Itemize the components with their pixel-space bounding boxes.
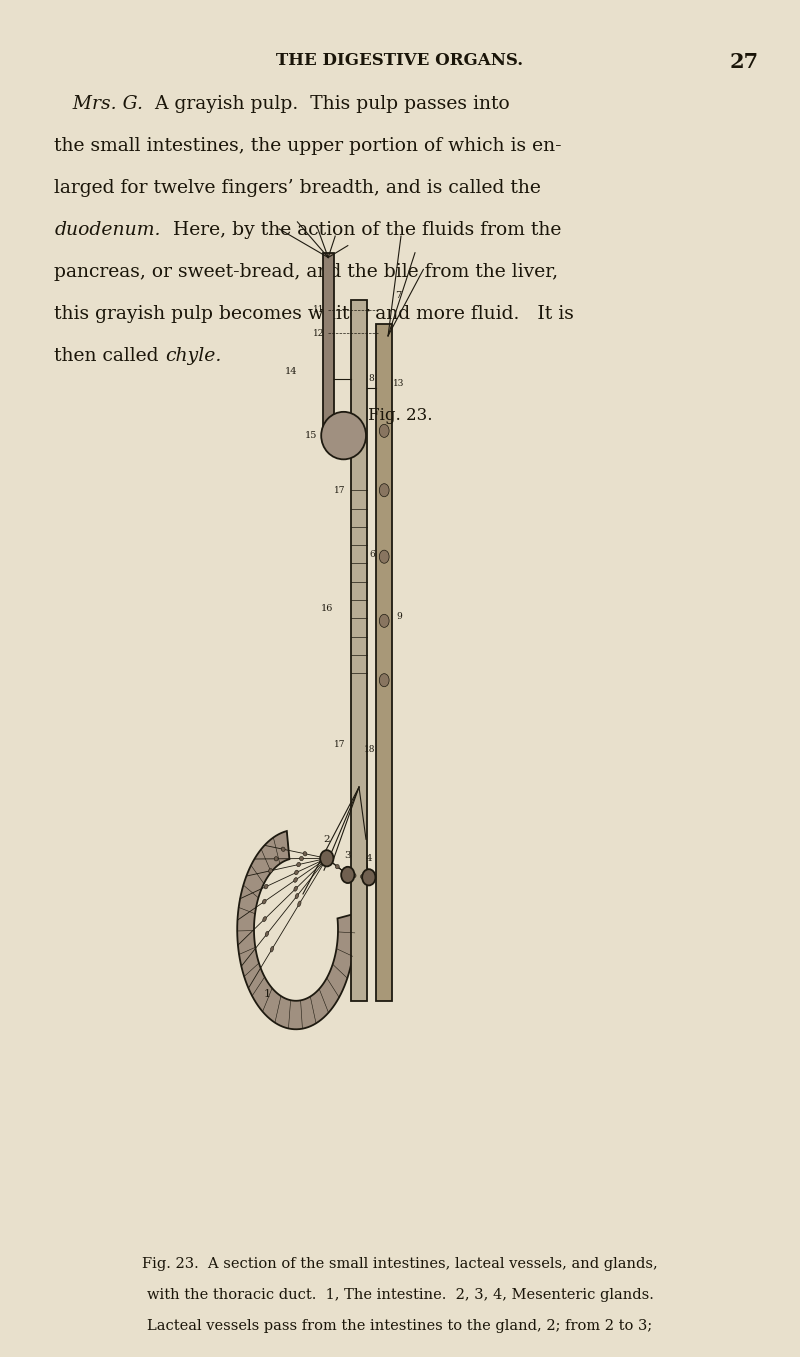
Ellipse shape (342, 870, 346, 874)
Text: 9: 9 (396, 612, 402, 620)
Polygon shape (351, 300, 366, 1001)
Text: 15: 15 (304, 432, 317, 440)
Ellipse shape (320, 851, 334, 866)
Ellipse shape (379, 425, 389, 437)
Text: 16: 16 (321, 604, 333, 613)
Text: 13: 13 (394, 379, 405, 388)
Text: THE DIGESTIVE ORGANS.: THE DIGESTIVE ORGANS. (277, 52, 523, 69)
Text: 27: 27 (730, 52, 758, 72)
Ellipse shape (299, 856, 303, 860)
Ellipse shape (282, 847, 285, 851)
Ellipse shape (295, 893, 298, 898)
Text: Here, by the action of the fluids from the: Here, by the action of the fluids from t… (161, 221, 562, 239)
Text: 14: 14 (285, 366, 298, 376)
Ellipse shape (262, 916, 266, 921)
Ellipse shape (294, 870, 298, 875)
Text: Lacteal vessels pass from the intestines to the gland, 2; from 2 to 3;: Lacteal vessels pass from the intestines… (147, 1319, 653, 1333)
Polygon shape (238, 830, 354, 1029)
Ellipse shape (379, 483, 389, 497)
Ellipse shape (379, 615, 389, 627)
Text: 11: 11 (313, 305, 324, 315)
Ellipse shape (269, 868, 273, 873)
Ellipse shape (379, 550, 389, 563)
Text: 4: 4 (366, 854, 372, 863)
Text: 17: 17 (334, 740, 346, 749)
Ellipse shape (298, 901, 301, 906)
Ellipse shape (294, 886, 298, 892)
Ellipse shape (262, 900, 266, 904)
Text: 7: 7 (394, 290, 401, 300)
Ellipse shape (322, 413, 366, 459)
Ellipse shape (270, 946, 274, 953)
Ellipse shape (352, 874, 356, 878)
Ellipse shape (361, 874, 365, 879)
Text: Mrs. G.: Mrs. G. (54, 95, 143, 113)
Text: duodenum.: duodenum. (54, 221, 161, 239)
Ellipse shape (335, 864, 339, 868)
Ellipse shape (274, 856, 278, 860)
Text: 12: 12 (313, 328, 324, 338)
Ellipse shape (329, 859, 333, 864)
Text: 18: 18 (363, 745, 375, 753)
Ellipse shape (264, 885, 268, 889)
Text: Fig. 23.  A section of the small intestines, lacteal vessels, and glands,: Fig. 23. A section of the small intestin… (142, 1257, 658, 1270)
Ellipse shape (297, 862, 301, 867)
Text: 2: 2 (323, 835, 330, 844)
Polygon shape (322, 252, 334, 436)
Ellipse shape (379, 673, 389, 687)
Ellipse shape (341, 867, 354, 883)
Text: 1: 1 (264, 989, 270, 999)
Text: A grayish pulp.  This pulp passes into: A grayish pulp. This pulp passes into (143, 95, 510, 113)
Text: then called: then called (54, 347, 165, 365)
Ellipse shape (303, 852, 307, 856)
Text: chyle.: chyle. (165, 347, 222, 365)
Text: 6: 6 (370, 550, 375, 559)
Text: pancreas, or sweet-bread, and the bile from the liver,: pancreas, or sweet-bread, and the bile f… (54, 263, 558, 281)
Text: this grayish pulp becomes whiter and more fluid.   It is: this grayish pulp becomes whiter and mor… (54, 305, 574, 323)
Ellipse shape (362, 870, 375, 885)
Text: 8: 8 (368, 375, 374, 383)
Text: the small intestines, the upper portion of which is en-: the small intestines, the upper portion … (54, 137, 562, 155)
Text: with the thoracic duct.  1, The intestine.  2, 3, 4, Mesenteric glands.: with the thoracic duct. 1, The intestine… (146, 1288, 654, 1301)
Polygon shape (377, 324, 392, 1001)
Text: 10: 10 (345, 429, 356, 438)
Ellipse shape (266, 931, 269, 936)
Text: 17: 17 (334, 486, 346, 495)
Text: 3: 3 (345, 851, 351, 860)
Ellipse shape (294, 878, 298, 882)
Text: Fig. 23.: Fig. 23. (368, 407, 432, 425)
Text: larged for twelve fingers’ breadth, and is called the: larged for twelve fingers’ breadth, and … (54, 179, 542, 197)
